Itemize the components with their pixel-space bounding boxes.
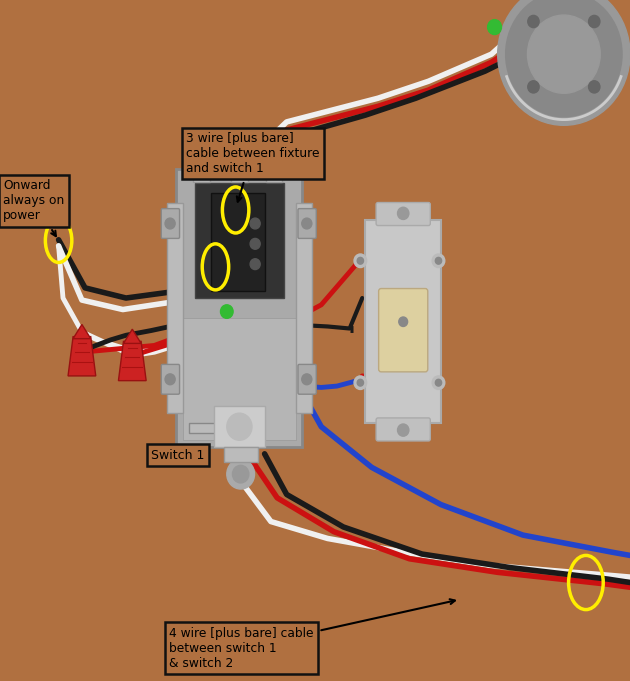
Circle shape xyxy=(588,16,600,28)
Circle shape xyxy=(232,465,249,483)
Circle shape xyxy=(250,218,260,229)
Circle shape xyxy=(354,376,367,390)
Circle shape xyxy=(488,20,501,35)
FancyBboxPatch shape xyxy=(195,183,284,298)
FancyBboxPatch shape xyxy=(161,208,180,238)
Text: Switch 1: Switch 1 xyxy=(151,449,205,462)
FancyBboxPatch shape xyxy=(211,193,265,291)
Circle shape xyxy=(528,81,539,93)
Polygon shape xyxy=(118,341,146,381)
Circle shape xyxy=(432,376,445,390)
Circle shape xyxy=(302,374,312,385)
Circle shape xyxy=(588,81,600,93)
Circle shape xyxy=(227,413,252,440)
Circle shape xyxy=(435,257,442,264)
Circle shape xyxy=(357,257,364,264)
Circle shape xyxy=(357,379,364,386)
Circle shape xyxy=(250,259,260,270)
Circle shape xyxy=(498,0,630,125)
FancyBboxPatch shape xyxy=(183,318,296,440)
Circle shape xyxy=(220,305,233,318)
FancyBboxPatch shape xyxy=(161,364,180,394)
FancyBboxPatch shape xyxy=(189,424,227,434)
Circle shape xyxy=(399,317,408,326)
Polygon shape xyxy=(73,324,91,338)
FancyBboxPatch shape xyxy=(176,170,302,447)
Circle shape xyxy=(506,0,622,116)
Circle shape xyxy=(432,254,445,268)
Text: 3 wire [plus bare]
cable between fixture
and switch 1: 3 wire [plus bare] cable between fixture… xyxy=(186,132,319,202)
Polygon shape xyxy=(68,336,96,376)
FancyBboxPatch shape xyxy=(365,220,441,424)
Circle shape xyxy=(302,218,312,229)
Circle shape xyxy=(435,379,442,386)
FancyBboxPatch shape xyxy=(298,208,316,238)
Circle shape xyxy=(165,374,175,385)
FancyBboxPatch shape xyxy=(167,203,183,413)
Circle shape xyxy=(227,459,255,489)
FancyBboxPatch shape xyxy=(214,407,265,447)
Polygon shape xyxy=(123,329,141,343)
FancyBboxPatch shape xyxy=(379,289,428,372)
Text: Onward
always on
power: Onward always on power xyxy=(3,180,64,236)
Circle shape xyxy=(398,424,409,437)
Circle shape xyxy=(354,254,367,268)
FancyBboxPatch shape xyxy=(376,202,430,225)
Text: 4 wire [plus bare] cable
between switch 1
& switch 2: 4 wire [plus bare] cable between switch … xyxy=(169,599,455,669)
Circle shape xyxy=(165,218,175,229)
Circle shape xyxy=(250,238,260,249)
FancyBboxPatch shape xyxy=(376,418,430,441)
FancyBboxPatch shape xyxy=(193,165,210,182)
FancyBboxPatch shape xyxy=(298,364,316,394)
Circle shape xyxy=(528,16,539,28)
Circle shape xyxy=(398,207,409,219)
FancyBboxPatch shape xyxy=(266,165,282,182)
FancyBboxPatch shape xyxy=(231,165,248,182)
FancyBboxPatch shape xyxy=(224,447,258,462)
Circle shape xyxy=(527,15,600,93)
FancyBboxPatch shape xyxy=(296,203,312,413)
